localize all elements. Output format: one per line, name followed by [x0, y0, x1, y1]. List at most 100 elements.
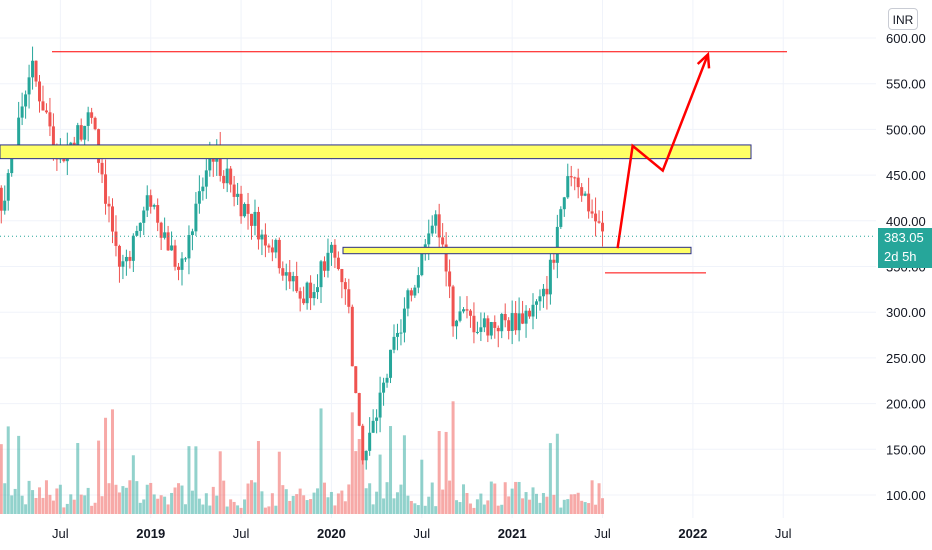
candle-body — [6, 173, 10, 201]
candle-body — [222, 175, 226, 184]
volume-bar — [521, 498, 525, 514]
currency-label[interactable]: INR — [888, 8, 918, 30]
candle-body — [183, 258, 187, 260]
candle-body — [149, 195, 153, 207]
candle-body — [448, 271, 452, 287]
candle-body — [541, 288, 545, 297]
candle-body — [420, 252, 424, 276]
time-tick-label: Jul — [594, 526, 611, 541]
volume-bar — [326, 497, 330, 514]
volume-bar — [548, 443, 552, 514]
volume-bar — [69, 494, 73, 514]
candle-body — [479, 327, 483, 332]
volume-bar — [225, 506, 229, 514]
candle-body — [552, 259, 556, 263]
volume-bar — [319, 408, 323, 514]
volume-bar — [371, 504, 375, 514]
candle-body — [566, 176, 570, 198]
candle-body — [131, 235, 135, 261]
volume-bar — [31, 490, 35, 514]
candle-body — [489, 322, 493, 336]
projection-arrowhead — [696, 51, 711, 69]
candle-body — [559, 209, 563, 227]
volume-bar — [566, 499, 570, 514]
volume-bar — [260, 491, 264, 514]
candle-body — [24, 94, 28, 107]
candle-body — [51, 126, 55, 147]
volume-bar — [531, 487, 535, 514]
candle-body — [110, 206, 114, 232]
candle-body — [548, 259, 552, 295]
volume-bar — [409, 500, 413, 514]
candle-body — [256, 211, 260, 240]
candle-body — [100, 162, 104, 175]
volume-bar — [350, 412, 354, 514]
volume-bar — [204, 493, 208, 514]
candle-body — [312, 292, 316, 299]
candle-body — [218, 146, 222, 176]
candle-body — [142, 210, 146, 223]
volume-bar — [24, 504, 28, 514]
candle-body — [475, 331, 479, 333]
candle-body — [503, 313, 507, 321]
price-axis-panel[interactable] — [876, 0, 932, 550]
candle-body — [382, 382, 386, 393]
time-axis-labels: Jul 2019 Jul 2020 Jul 2021 Jul 2022 Jul — [52, 526, 792, 541]
volume-bar — [448, 480, 452, 514]
candle-body — [76, 125, 80, 150]
time-tick-label: 2020 — [317, 526, 346, 541]
candle-body — [48, 112, 52, 127]
candle-body — [309, 282, 313, 299]
candle-body — [437, 214, 441, 238]
volume-bar — [135, 481, 139, 514]
candle-body — [288, 272, 292, 282]
volume-bar — [79, 494, 83, 514]
volume-bar — [243, 499, 247, 514]
volume-bar — [246, 483, 250, 514]
volume-bar — [128, 480, 132, 514]
candle-body — [3, 200, 7, 211]
candle-body — [531, 304, 535, 317]
volume-bar — [298, 488, 302, 514]
volume-bar — [375, 491, 379, 514]
time-axis-panel[interactable] — [0, 518, 876, 550]
volume-bar — [3, 483, 7, 514]
volume-bar — [392, 498, 396, 514]
volume-bar — [58, 484, 62, 514]
candle-body — [462, 309, 466, 312]
time-tick-label: Jul — [413, 526, 430, 541]
volume-bar — [6, 426, 10, 514]
volume-bar — [458, 502, 462, 514]
time-tick-label: Jul — [52, 526, 69, 541]
volume-bar — [333, 505, 337, 514]
candle-body — [201, 186, 205, 192]
volume-bar — [507, 496, 511, 514]
volume-bar — [545, 496, 549, 514]
candle-body — [291, 276, 295, 282]
candle-body — [263, 234, 267, 246]
volume-bar — [250, 480, 254, 514]
candle-body — [482, 318, 486, 328]
candle-body — [173, 245, 177, 267]
volume-bar — [402, 435, 406, 514]
volume-bar — [218, 451, 222, 514]
volume-bar — [597, 483, 601, 514]
volume-bar — [420, 459, 424, 514]
candle-body — [357, 393, 361, 426]
candle-body — [277, 239, 281, 269]
volume-bar — [368, 483, 372, 514]
volume-bar — [152, 494, 156, 514]
volume-bar — [336, 493, 340, 514]
volume-bar — [166, 504, 170, 514]
candle-body — [468, 310, 472, 316]
candle-body — [128, 256, 132, 261]
candle-body — [250, 213, 254, 226]
volume-bar — [100, 496, 104, 514]
candle-body — [229, 168, 233, 185]
candle-body — [364, 450, 368, 461]
price-tick-label: 600.00 — [886, 31, 926, 46]
volume-bar — [211, 486, 215, 514]
volume-bar — [354, 451, 358, 514]
candle-body — [444, 244, 448, 272]
